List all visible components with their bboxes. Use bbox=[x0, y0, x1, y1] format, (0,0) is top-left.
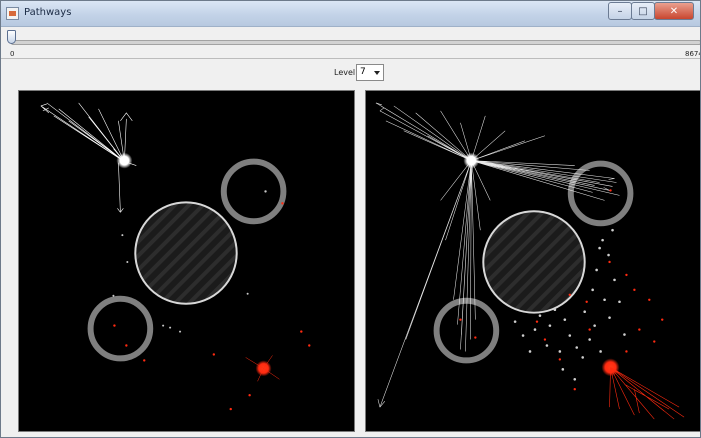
app-icon bbox=[6, 7, 19, 20]
level-label: Level bbox=[334, 68, 356, 77]
left-visualization-canvas bbox=[40, 102, 311, 411]
level-dropdown[interactable]: 7 bbox=[356, 64, 384, 81]
slider-min-label: 0 bbox=[10, 50, 15, 58]
window-title: Pathways bbox=[24, 7, 72, 18]
red-particles bbox=[113, 202, 311, 411]
white-source-cluster bbox=[116, 152, 133, 169]
right-visualization-panel[interactable] bbox=[365, 90, 700, 432]
white-particles bbox=[112, 190, 267, 333]
level-dropdown-value: 7 bbox=[360, 67, 366, 77]
central-obstacle bbox=[482, 210, 586, 314]
white-source-cluster bbox=[463, 152, 480, 169]
timeline-slider-thumb[interactable] bbox=[7, 30, 16, 44]
window-controls: – □ ✕ bbox=[608, 2, 694, 20]
red-trails bbox=[609, 367, 685, 420]
minimize-button[interactable]: – bbox=[608, 2, 632, 20]
close-button[interactable]: ✕ bbox=[654, 2, 694, 20]
left-visualization-panel[interactable] bbox=[18, 90, 355, 432]
central-obstacle bbox=[134, 201, 238, 305]
maximize-button[interactable]: □ bbox=[631, 2, 655, 20]
title-bar[interactable]: Pathways – □ ✕ bbox=[1, 1, 700, 27]
ring-upper-right bbox=[567, 160, 634, 227]
right-visualization-canvas bbox=[375, 102, 685, 420]
white-particles bbox=[513, 228, 626, 381]
timeline-slider-track[interactable] bbox=[11, 40, 700, 45]
level-row: Level 7 bbox=[1, 59, 700, 87]
chevron-down-icon[interactable] bbox=[374, 71, 380, 75]
ring-lower-left bbox=[433, 297, 500, 364]
ring-upper-right bbox=[220, 158, 287, 225]
left-path-lines bbox=[40, 102, 137, 213]
slider-max-label: 8674 bbox=[685, 50, 700, 58]
red-particles bbox=[459, 189, 664, 391]
red-trails bbox=[245, 355, 280, 382]
timeline-slider-area: 0 8674 bbox=[1, 27, 700, 59]
ring-lower-left bbox=[87, 295, 154, 362]
right-path-lines bbox=[375, 102, 620, 408]
